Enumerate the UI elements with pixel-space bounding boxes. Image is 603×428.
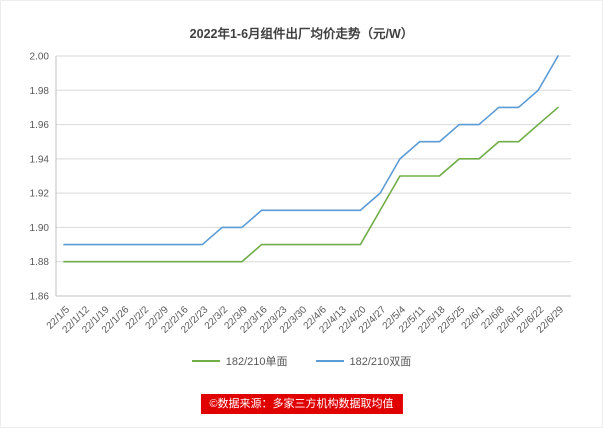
chart-title: 2022年1-6月组件出厂均价走势（元/W） bbox=[189, 27, 414, 41]
series-line-1 bbox=[63, 55, 559, 246]
y-axis-tick-label: 1.90 bbox=[30, 223, 50, 234]
chart-legend: 182/210单面 182/210双面 bbox=[1, 353, 602, 369]
legend-line-sample-green bbox=[191, 360, 220, 362]
legend-line-sample-blue bbox=[315, 360, 344, 362]
y-axis-tick-label: 1.86 bbox=[30, 292, 50, 303]
y-axis-tick-label: 1.98 bbox=[30, 86, 50, 97]
footer-badge: ©数据来源：多家三方机构数据取均值 bbox=[200, 394, 403, 414]
y-axis-tick-label: 1.96 bbox=[30, 120, 50, 131]
y-axis-tick-label: 1.88 bbox=[30, 257, 50, 268]
legend-label-single-sided: 182/210单面 bbox=[225, 356, 288, 368]
series-line-0 bbox=[63, 106, 559, 263]
price-trend-chart: 1.861.881.901.921.941.961.982.0022/1/522… bbox=[30, 52, 571, 336]
legend-label-double-sided: 182/210双面 bbox=[349, 356, 412, 368]
legend-item-double-sided: 182/210双面 bbox=[315, 353, 412, 369]
legend-item-single-sided: 182/210单面 bbox=[191, 353, 288, 369]
y-axis-tick-label: 1.94 bbox=[30, 154, 50, 165]
y-axis-tick-label: 1.92 bbox=[30, 189, 50, 200]
y-axis-tick-label: 2.00 bbox=[30, 52, 50, 63]
